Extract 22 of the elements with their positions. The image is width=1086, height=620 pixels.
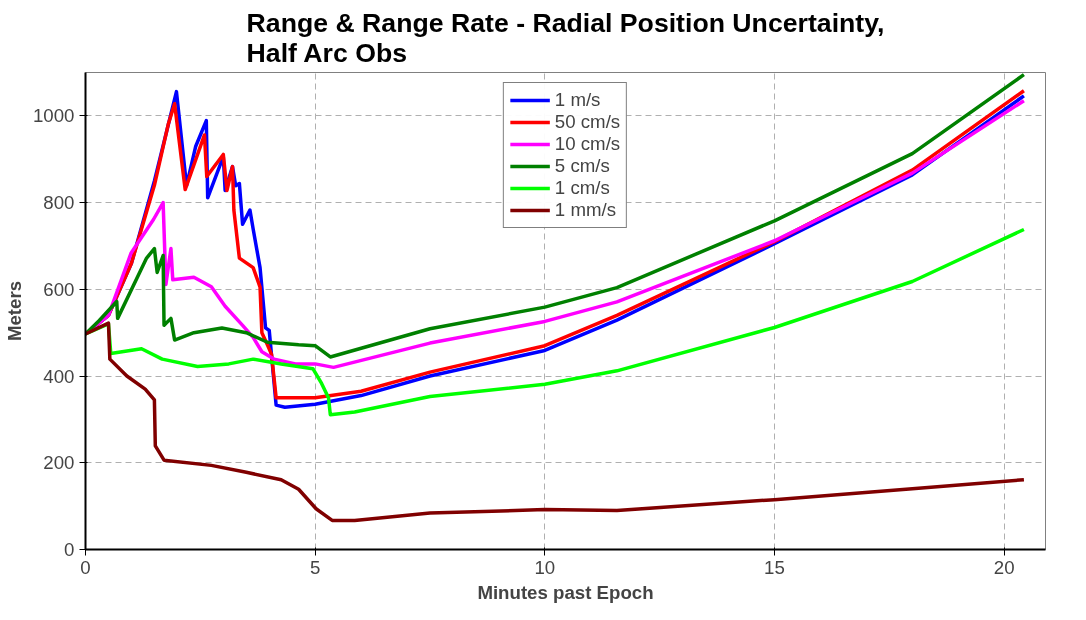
y-tick-label: 0 bbox=[64, 539, 75, 560]
y-tick-label: 1000 bbox=[33, 105, 75, 127]
legend-label: 50 cm/s bbox=[554, 111, 621, 133]
x-axis-title: Minutes past Epoch bbox=[477, 581, 654, 603]
x-tick-label: 20 bbox=[993, 556, 1015, 578]
x-tick-label: 5 bbox=[309, 556, 321, 578]
x-tick-label: 10 bbox=[534, 556, 556, 578]
legend-label: 5 cm/s bbox=[554, 155, 610, 177]
y-axis-title: Meters bbox=[4, 280, 25, 342]
legend-label: 1 m/s bbox=[554, 89, 601, 111]
x-tick-label: 15 bbox=[764, 556, 785, 578]
y-tick-label: 800 bbox=[43, 192, 75, 214]
legend-label: 1 cm/s bbox=[554, 177, 610, 199]
y-tick-label: 600 bbox=[43, 278, 75, 300]
chart-title: Range & Range Rate - Radial Position Uncertainty, Half Arc Obs bbox=[246, 7, 885, 68]
y-tick-label: 400 bbox=[43, 365, 75, 387]
y-tick-label: 200 bbox=[43, 452, 75, 474]
x-tick-label: 0 bbox=[80, 556, 91, 578]
line-series bbox=[85, 227, 1026, 417]
legend-label: 10 cm/s bbox=[554, 133, 621, 155]
line-series bbox=[85, 321, 1026, 523]
legend-label: 1 mm/s bbox=[554, 199, 616, 221]
